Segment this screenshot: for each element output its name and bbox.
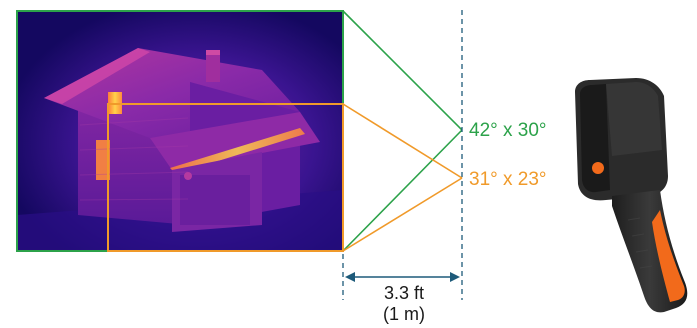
distance-arrow-right-head: [450, 272, 460, 282]
wide-fov-ray-bottom: [342, 129, 463, 252]
narrow-fov-label: 31° x 23°: [469, 169, 547, 190]
distance-feet-label: 3.3 ft: [383, 283, 425, 303]
roof-heat-leak: [170, 128, 305, 174]
roof-edge-highlight: [44, 48, 150, 104]
distance-meters-label: (1 m): [383, 304, 425, 324]
camera-top-highlight: [606, 82, 662, 156]
garage-roof: [150, 112, 320, 170]
narrow-fov-ray-top: [342, 103, 463, 179]
garage-door: [180, 175, 250, 225]
narrow-fov-geometry: [107, 103, 463, 252]
house-chimney: [206, 50, 220, 82]
wide-fov-label: 42° x 30°: [469, 120, 547, 141]
thermal-camera-device: [575, 78, 688, 313]
wide-fov-ray-top: [342, 10, 463, 131]
narrow-fov-ray-bottom: [342, 177, 463, 252]
chimney-top: [206, 50, 220, 55]
narrow-fov-frame: [107, 103, 344, 252]
wall-lamp: [184, 172, 192, 180]
camera-trigger-button: [592, 162, 604, 174]
distance-reference-lines: [342, 10, 463, 300]
camera-grip-texture: [627, 217, 653, 269]
thermal-house-image: [17, 11, 343, 251]
camera-grip-accent: [652, 210, 685, 302]
hot-window-lower: [96, 140, 110, 180]
distance-arrow-left-head: [345, 272, 355, 282]
distance-arrow: [345, 272, 460, 282]
camera-lens-face: [580, 84, 610, 193]
siding-lines: [79, 117, 189, 201]
